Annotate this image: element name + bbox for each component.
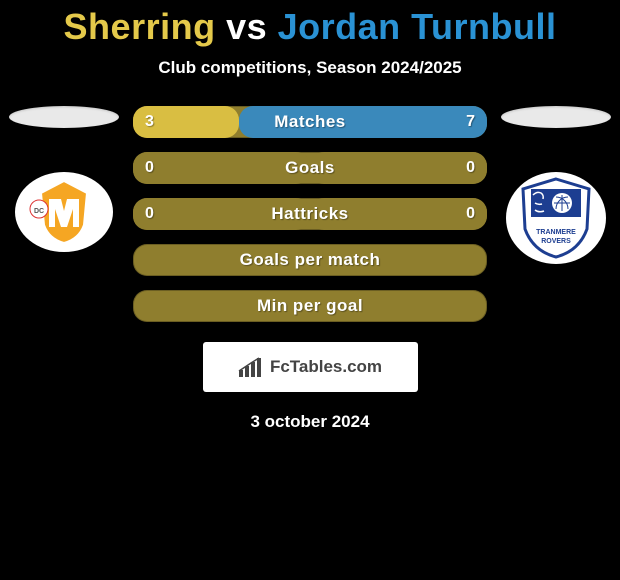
stat-row-matches: Matches 3 7	[133, 106, 487, 138]
stat-value-left: 0	[145, 205, 154, 223]
stat-value-right: 7	[466, 113, 475, 131]
left-side: DC	[5, 106, 123, 252]
stat-label: Min per goal	[257, 296, 363, 316]
stats-panel: Matches 3 7 Goals 0 0 Hattricks 0 0 Goals per mat…	[123, 106, 497, 336]
stat-value-right: 0	[466, 205, 475, 223]
stat-label: Goals per match	[240, 250, 381, 270]
stat-fill-left	[133, 152, 310, 184]
date-label: 3 october 2024	[0, 412, 620, 432]
stat-value-right: 0	[466, 159, 475, 177]
player-b-photo-placeholder	[501, 106, 611, 128]
watermark: FcTables.com	[203, 342, 418, 392]
stat-row-goals-per-match: Goals per match	[133, 244, 487, 276]
stat-value-left: 0	[145, 159, 154, 177]
svg-text:DC: DC	[34, 208, 44, 215]
player-a-name: Sherring	[64, 6, 216, 47]
stat-row-goals: Goals 0 0	[133, 152, 487, 184]
svg-text:TRANMERE: TRANMERE	[536, 229, 576, 236]
watermark-label: FcTables.com	[270, 357, 382, 377]
mk-dons-crest-icon: DC	[29, 177, 99, 247]
chart-icon	[238, 356, 264, 378]
stat-label: Goals	[285, 158, 335, 178]
player-a-club-crest: DC	[15, 172, 113, 252]
stat-value-left: 3	[145, 113, 154, 131]
stat-label: Hattricks	[271, 204, 348, 224]
player-a-photo-placeholder	[9, 106, 119, 128]
player-b-club-crest: TRANMERE ROVERS	[506, 172, 606, 264]
title: Sherring vs Jordan Turnbull	[0, 0, 620, 48]
vs-text: vs	[216, 6, 278, 47]
stat-fill-right	[310, 152, 487, 184]
body-layout: DC Matches 3 7 Goals 0 0 Hattricks 0 0 Goals per …	[0, 106, 620, 336]
stat-row-min-per-goal: Min per goal	[133, 290, 487, 322]
tranmere-crest-icon: TRANMERE ROVERS	[517, 177, 595, 259]
stat-row-hattricks: Hattricks 0 0	[133, 198, 487, 230]
right-side: TRANMERE ROVERS	[497, 106, 615, 264]
stat-label: Matches	[274, 112, 346, 132]
svg-text:ROVERS: ROVERS	[541, 238, 571, 245]
player-b-name: Jordan Turnbull	[278, 6, 557, 47]
subtitle: Club competitions, Season 2024/2025	[0, 58, 620, 78]
